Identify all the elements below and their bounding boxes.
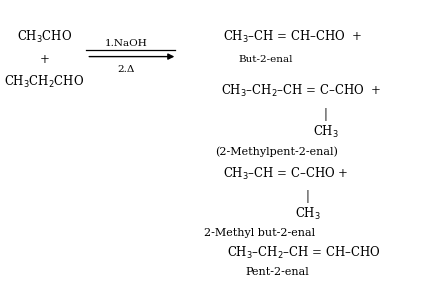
Text: |: | bbox=[306, 190, 310, 203]
Text: CH$_3$–CH$_2$–CH = C–CHO  +: CH$_3$–CH$_2$–CH = C–CHO + bbox=[221, 83, 381, 98]
Text: CH$_3$CH$_2$CHO: CH$_3$CH$_2$CHO bbox=[4, 74, 84, 90]
Text: 2.Δ: 2.Δ bbox=[117, 65, 135, 74]
Text: CH$_3$: CH$_3$ bbox=[313, 124, 338, 140]
Text: 1.NaOH: 1.NaOH bbox=[105, 39, 148, 48]
Text: (2-Methylpent-2-enal): (2-Methylpent-2-enal) bbox=[215, 146, 338, 157]
Text: 2-Methyl but-2-enal: 2-Methyl but-2-enal bbox=[204, 228, 315, 239]
Text: +: + bbox=[39, 53, 49, 66]
Text: CH$_3$CHO: CH$_3$CHO bbox=[17, 29, 72, 45]
Text: But-2-enal: But-2-enal bbox=[238, 55, 293, 64]
Text: CH$_3$–CH$_2$–CH = CH–CHO: CH$_3$–CH$_2$–CH = CH–CHO bbox=[227, 245, 380, 261]
Text: CH$_3$: CH$_3$ bbox=[295, 206, 321, 222]
Text: CH$_3$–CH = C–CHO +: CH$_3$–CH = C–CHO + bbox=[223, 166, 349, 182]
Text: |: | bbox=[324, 108, 327, 121]
Text: CH$_3$–CH = CH–CHO  +: CH$_3$–CH = CH–CHO + bbox=[223, 29, 362, 45]
Text: Pent-2-enal: Pent-2-enal bbox=[245, 267, 309, 277]
